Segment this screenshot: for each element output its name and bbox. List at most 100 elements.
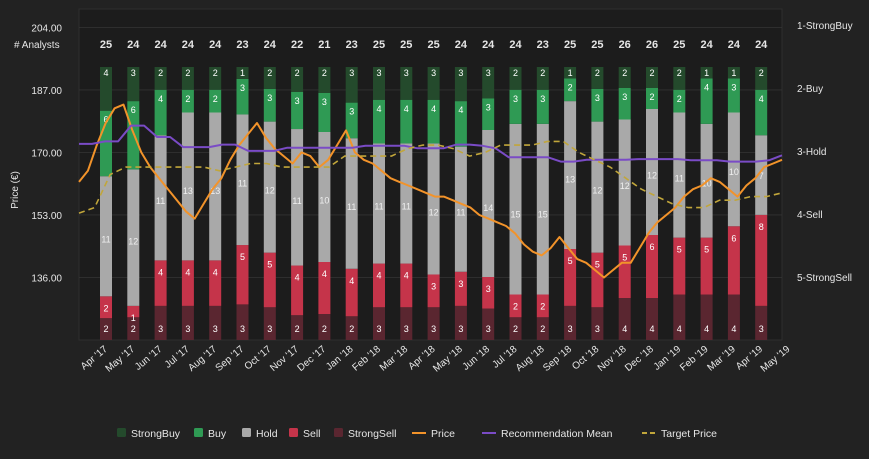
bar-value-label: 5 (595, 260, 600, 270)
bar-buy (291, 91, 304, 130)
bar-sell (345, 268, 358, 317)
bar-value-label: 3 (267, 324, 272, 334)
analyst-count: 25 (373, 39, 385, 51)
bar-value-label: 4 (185, 267, 190, 277)
bar-hold (400, 143, 413, 264)
bar-sell (618, 245, 631, 298)
bar-hold (263, 121, 276, 253)
bar-hold (646, 109, 658, 235)
y-tick-label: 187.00 (31, 86, 62, 97)
analyst-count: 24 (509, 39, 522, 51)
bar-strongsell (100, 318, 112, 340)
bar-strongbuy (181, 67, 194, 90)
bar-value-label: 4 (731, 324, 736, 334)
bar-value-label: 2 (295, 324, 300, 334)
bar-value-label: 5 (240, 252, 245, 262)
bar-value-label: 2 (568, 82, 573, 92)
bar-buy (236, 78, 249, 115)
bar-value-label: 4 (431, 104, 436, 114)
bar-strongbuy (263, 67, 276, 89)
analyst-count: 22 (291, 39, 303, 51)
bar-hold (482, 130, 495, 277)
bar-hold (127, 169, 140, 306)
analyst-count: 23 (346, 39, 358, 51)
right-tick-label: 2-Buy (797, 84, 823, 95)
bar-value-label: 12 (620, 181, 630, 191)
bar-value-label: 6 (103, 115, 108, 125)
bar-value-label: 5 (704, 245, 709, 255)
bar-value-label: 2 (513, 68, 518, 78)
bar-value-label: 2 (759, 68, 764, 78)
bar-value-label: 13 (210, 186, 220, 196)
legend: StrongBuy Buy Hold Sell StrongSell Price Recom… (117, 428, 717, 440)
legend-label: Price (431, 428, 455, 440)
series-line-price (78, 103, 783, 279)
analyst-count: 26 (646, 39, 658, 51)
bar-buy (400, 99, 413, 144)
analyst-count: 24 (264, 39, 277, 51)
bar-strongsell (454, 305, 467, 340)
bar-value-label: 12 (647, 170, 657, 180)
bar-value-label: 3 (458, 324, 463, 334)
analyst-counts: 25 24 24 24 24 23 24 22 21 23 25 25 25 24 24 24 23 25 25 26… (100, 39, 768, 51)
bar-buy (154, 89, 167, 136)
bar-buy (209, 89, 222, 113)
bar-strongsell (727, 294, 740, 340)
bar-buy (454, 101, 467, 147)
bar-value-label: 1 (568, 68, 573, 78)
bar-sell (127, 305, 140, 318)
bar-value-label: 4 (213, 267, 218, 277)
legend-label: Buy (208, 428, 227, 440)
bar-value-label: 12 (429, 208, 439, 218)
bar-value-label: 2 (213, 94, 218, 104)
bar-value-label: 3 (431, 68, 436, 78)
analyst-count: 25 (427, 39, 439, 51)
series-line-recommendation-mean (79, 124, 783, 163)
analyst-count: 24 (154, 39, 167, 51)
bar-value-label: 15 (538, 210, 548, 220)
bar-sell (181, 260, 194, 306)
bar-value-label: 4 (622, 324, 627, 334)
bar-strongsell (482, 308, 495, 340)
bar-value-label: 4 (404, 271, 409, 281)
bar-sell (236, 245, 249, 305)
bar-value-label: 2 (540, 324, 545, 334)
analyst-count: 24 (728, 39, 741, 51)
bar-buy (318, 93, 331, 132)
bar-value-label: 11 (347, 202, 356, 212)
legend-swatch-buy (194, 428, 203, 437)
analyst-count: 23 (537, 39, 549, 51)
bar-strongsell (263, 307, 276, 340)
bar-strongsell (236, 304, 249, 340)
analyst-count: 24 (209, 39, 222, 51)
bar-strongsell (591, 307, 604, 340)
bar-hold (755, 135, 768, 215)
bar-strongbuy (291, 67, 304, 92)
bar-value-label: 2 (185, 94, 190, 104)
bar-hold (564, 101, 577, 249)
analyst-count: 21 (318, 39, 330, 51)
bar-sell (154, 260, 167, 306)
bar-hold (181, 112, 194, 261)
bar-value-label: 12 (265, 186, 275, 196)
bar-value-label: 2 (103, 303, 108, 313)
bar-buy (536, 89, 549, 124)
series-line-target-price (78, 140, 783, 214)
bar-value-label: 3 (131, 68, 136, 78)
bar-value-label: 3 (759, 324, 764, 334)
bar-value-label: 4 (158, 94, 163, 104)
bar-strongsell (509, 317, 522, 340)
bar-sell (509, 294, 522, 318)
bar-value-label: 2 (322, 68, 327, 78)
bar-strongbuy (536, 67, 549, 90)
bar-sell (673, 237, 686, 295)
analyst-count: 24 (482, 39, 495, 51)
bar-value-label: 2 (540, 302, 545, 312)
bar-value-label: 4 (295, 273, 300, 283)
bar-value-label: 13 (183, 186, 193, 196)
y-axis-label: Price (€) (10, 171, 21, 209)
bar-buy (373, 99, 385, 144)
bar-value-label: 10 (729, 167, 739, 177)
y-tick-label: 153.00 (31, 211, 62, 222)
